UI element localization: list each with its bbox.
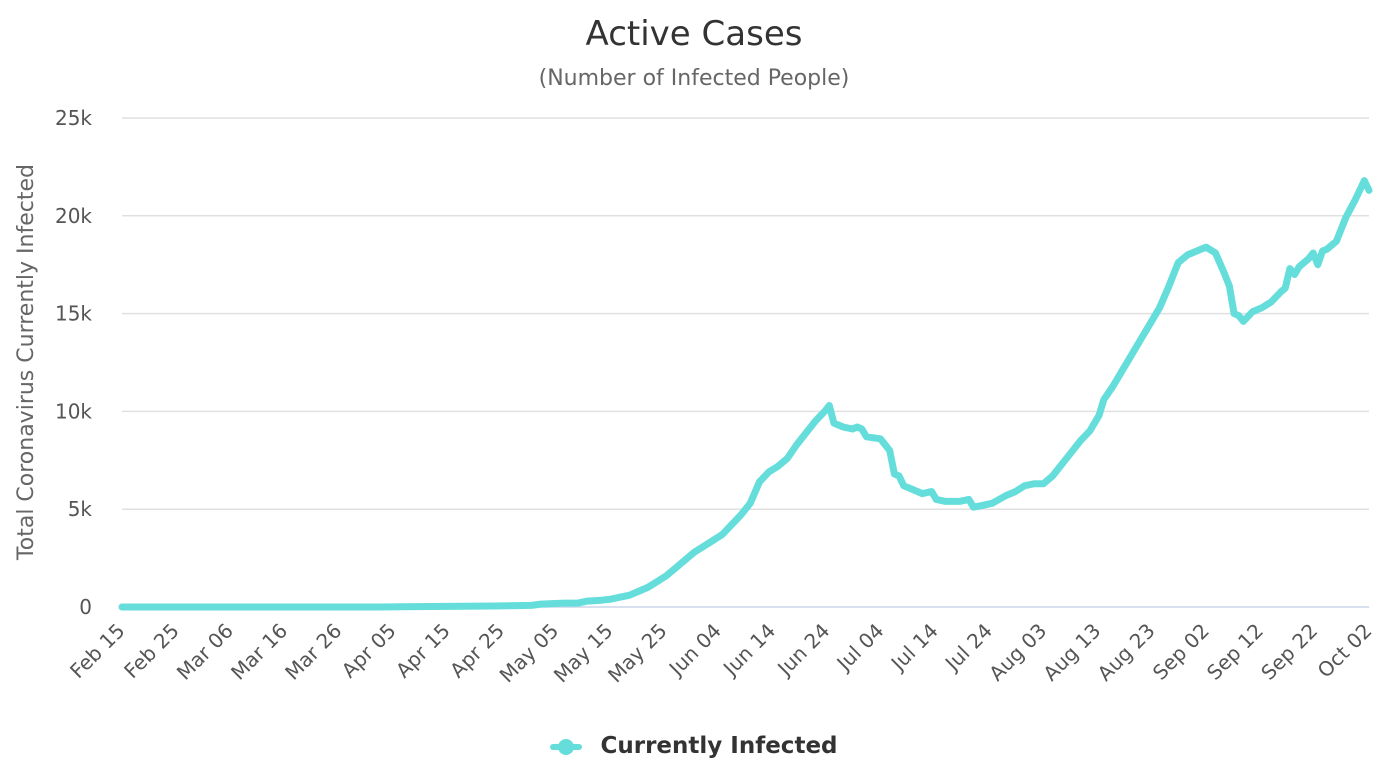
x-tick-label: Sep 02 — [1148, 619, 1214, 685]
x-tick-label: Sep 12 — [1202, 619, 1268, 685]
y-axis-ticks: 0 5k 10k 15k 20k 25k — [55, 106, 92, 619]
chart-title: Active Cases — [585, 14, 803, 54]
x-tick-label: Mar 16 — [226, 619, 292, 685]
x-tick-label: Jun 04 — [663, 619, 726, 682]
y-tick-label: 20k — [55, 204, 92, 228]
y-tick-label: 10k — [55, 399, 92, 423]
x-tick-label: Jul 14 — [885, 619, 943, 677]
y-tick-label: 15k — [55, 302, 92, 326]
x-tick-label: Sep 22 — [1256, 619, 1322, 685]
series-layer — [118, 177, 1373, 611]
x-tick-label: Aug 13 — [1038, 619, 1105, 686]
x-tick-label: Oct 02 — [1313, 619, 1377, 683]
chart-subtitle: (Number of Infected People) — [538, 66, 850, 91]
grid-lines — [122, 117, 1369, 510]
legend-label: Currently Infected — [600, 733, 838, 759]
x-tick-label: Mar 26 — [280, 619, 346, 685]
legend[interactable]: Currently Infected — [0, 733, 1388, 759]
y-axis-label: Total Coronavirus Currently Infected — [14, 164, 39, 561]
x-tick-label: Aug 23 — [1093, 619, 1160, 686]
y-tick-label: 0 — [79, 595, 92, 619]
x-tick-label: Feb 15 — [65, 619, 130, 684]
x-tick-label: Apr 15 — [391, 619, 455, 683]
x-tick-label: May 25 — [603, 619, 672, 688]
legend-swatch-icon — [550, 738, 583, 755]
x-tick-label: Jun 14 — [717, 619, 780, 682]
x-tick-label: Feb 25 — [119, 619, 184, 684]
x-tick-label: May 15 — [549, 619, 618, 688]
x-tick-label: Jul 04 — [831, 619, 889, 677]
y-tick-label: 5k — [68, 497, 93, 521]
x-tick-label: Apr 05 — [337, 619, 401, 683]
x-tick-label: May 05 — [495, 619, 564, 688]
series-line-currently-infected[interactable] — [118, 177, 1373, 611]
x-tick-label: Mar 06 — [172, 619, 238, 685]
x-tick-label: Jun 24 — [771, 619, 834, 682]
x-tick-label: Aug 03 — [984, 619, 1051, 686]
y-tick-label: 25k — [55, 106, 92, 130]
